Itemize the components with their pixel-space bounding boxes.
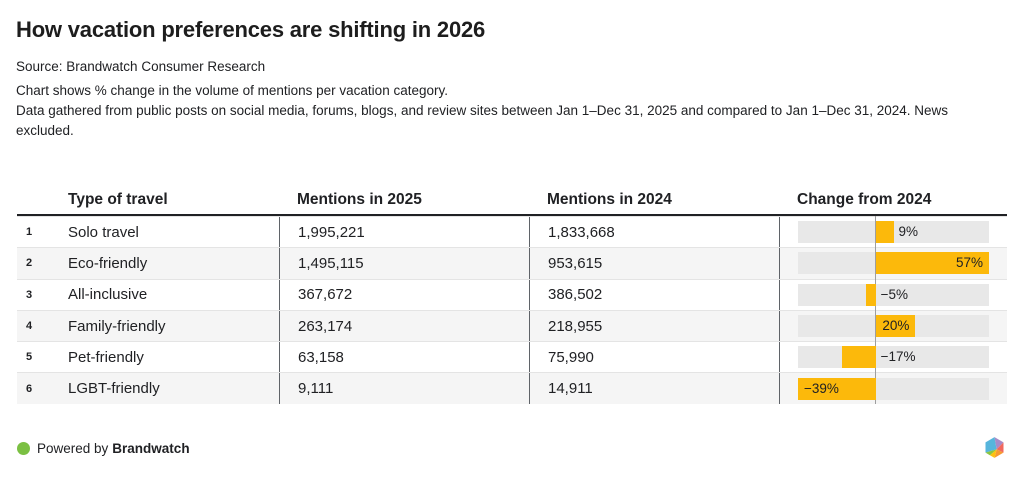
change-value-label: 9%	[898, 224, 919, 240]
change-bar	[841, 346, 876, 369]
mentions-2025-cell: 1,995,221	[279, 217, 529, 248]
change-bar	[798, 377, 876, 400]
column-header-mentions-2025: Mentions in 2025	[297, 190, 422, 208]
description-line-2: Data gathered from public posts on socia…	[16, 103, 949, 138]
change-value-label: 57%	[955, 255, 983, 271]
table-row: 4 Family-friendly 263,174 218,955 20%	[17, 309, 1007, 342]
travel-type-label: All-inclusive	[68, 286, 148, 304]
travel-type-label: Solo travel	[68, 223, 139, 241]
brand-name: Brandwatch	[112, 441, 190, 456]
travel-type-label: Eco-friendly	[68, 254, 148, 272]
row-rank: 6	[26, 382, 33, 395]
mentions-2025-cell: 9,111	[279, 373, 529, 404]
bar-track: −17%	[798, 346, 989, 369]
travel-type-label: LGBT-friendly	[68, 380, 160, 398]
change-value-label: 20%	[882, 318, 910, 334]
table-row: 3 All-inclusive 367,672 386,502 −5%	[17, 278, 1007, 310]
type-of-travel-cell: 5 Pet-friendly	[17, 342, 279, 372]
mentions-2024-cell: 953,615	[529, 248, 779, 279]
table-row: 1 Solo travel 1,995,221 1,833,668 9%	[17, 216, 1007, 248]
type-of-travel-cell: 1 Solo travel	[17, 217, 279, 247]
column-header-change-from-2024: Change from 2024	[797, 190, 932, 208]
description-line-1: Chart shows % change in the volume of me…	[16, 83, 448, 98]
page-title: How vacation preferences are shifting in…	[16, 17, 486, 42]
travel-preferences-table: Type of travel Mentions in 2025 Mentions…	[17, 185, 1007, 404]
bar-track: 57%	[798, 252, 989, 275]
bar-track: −5%	[798, 283, 989, 306]
source-text: Source: Brandwatch Consumer Research	[16, 59, 266, 74]
mentions-2025-cell: 1,495,115	[279, 248, 529, 279]
brandwatch-hexagon-logo-icon	[985, 437, 1004, 458]
mentions-2025-cell: 63,158	[279, 342, 529, 373]
chart-description: Chart shows % change in the volume of me…	[16, 81, 1008, 141]
mentions-2024-cell: 14,911	[529, 373, 779, 404]
change-bar	[875, 252, 989, 275]
change-chart-cell: 57%	[779, 248, 1007, 279]
bar-track: −39%	[798, 377, 989, 400]
brandwatch-dot-icon	[17, 442, 30, 455]
zero-baseline	[874, 216, 876, 404]
type-of-travel-cell: 2 Eco-friendly	[17, 248, 279, 278]
change-value-label: −5%	[880, 286, 908, 302]
table-header-row: Type of travel Mentions in 2025 Mentions…	[17, 185, 1007, 216]
change-value-label: −17%	[880, 349, 916, 365]
column-header-mentions-2024: Mentions in 2024	[547, 190, 672, 208]
table-body: 1 Solo travel 1,995,221 1,833,668 9% 2 E…	[17, 216, 1007, 404]
powered-by-footer: Powered by Brandwatch	[17, 441, 190, 456]
mentions-2024-cell: 218,955	[529, 310, 779, 342]
change-chart-cell: −39%	[779, 373, 1007, 404]
row-rank: 5	[26, 351, 33, 364]
change-bar	[865, 283, 876, 306]
change-chart-cell: 9%	[779, 217, 1007, 248]
row-rank: 3	[26, 288, 33, 301]
change-chart-cell: −5%	[779, 279, 1007, 310]
mentions-2025-cell: 263,174	[279, 310, 529, 342]
change-value-label: −39%	[804, 380, 839, 396]
row-rank: 2	[26, 257, 33, 270]
change-chart-cell: −17%	[779, 342, 1007, 373]
column-header-type-of-travel: Type of travel	[68, 190, 168, 208]
bar-track: 9%	[798, 221, 989, 244]
change-bar	[875, 315, 916, 338]
powered-by-text: Powered by	[37, 441, 109, 456]
mentions-2024-cell: 386,502	[529, 279, 779, 310]
change-chart-cell: 20%	[779, 310, 1007, 342]
travel-type-label: Family-friendly	[68, 317, 166, 335]
mentions-2024-cell: 1,833,668	[529, 217, 779, 248]
table-row: 6 LGBT-friendly 9,111 14,911 −39%	[17, 372, 1007, 404]
mentions-2024-cell: 75,990	[529, 342, 779, 373]
change-bar	[875, 221, 894, 244]
mentions-2025-cell: 367,672	[279, 279, 529, 310]
table-row: 5 Pet-friendly 63,158 75,990 −17%	[17, 341, 1007, 373]
type-of-travel-cell: 4 Family-friendly	[17, 311, 279, 341]
type-of-travel-cell: 6 LGBT-friendly	[17, 373, 279, 403]
row-rank: 4	[26, 320, 33, 333]
travel-type-label: Pet-friendly	[68, 348, 144, 366]
type-of-travel-cell: 3 All-inclusive	[17, 280, 279, 310]
bar-track: 20%	[798, 315, 989, 338]
table-row: 2 Eco-friendly 1,495,115 953,615 57%	[17, 247, 1007, 279]
row-rank: 1	[26, 226, 33, 239]
